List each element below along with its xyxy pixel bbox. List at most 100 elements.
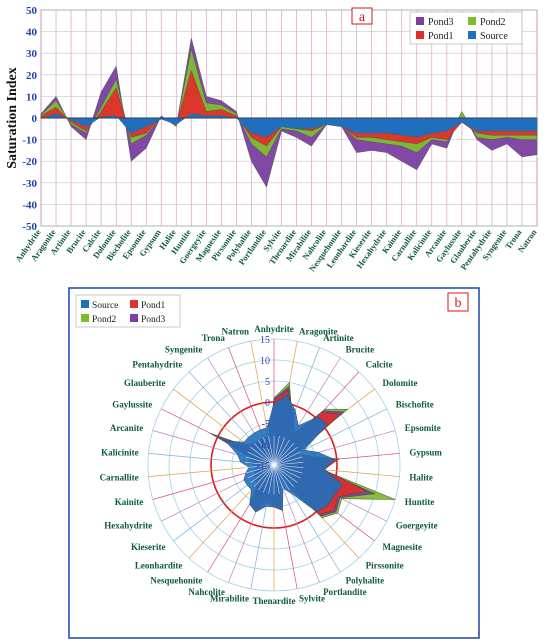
radar-category-label: Kainite [115, 497, 144, 507]
y-tick-label: -10 [22, 135, 37, 147]
radar-inner-spoke [247, 464, 275, 479]
y-tick-label: 0 [32, 113, 38, 125]
radar-inner-spoke [253, 443, 275, 466]
radar-inner-spoke [268, 464, 275, 494]
radar-category-label: Syngenite [165, 344, 203, 354]
legend-box [75, 294, 181, 328]
y-tick-label: 10 [26, 91, 38, 103]
y-tick-label: -30 [22, 178, 37, 190]
legend-swatch-pond3 [130, 314, 138, 322]
panel-label: b [455, 296, 462, 311]
radar-category-label: Magnesite [383, 542, 423, 552]
radar-category-label: Portlandite [323, 587, 367, 597]
area-series-source-band [41, 113, 537, 134]
legend-swatch-pond3 [416, 17, 424, 25]
radar-category-label: Goergeyite [396, 521, 438, 531]
radar-inner-spoke [273, 451, 301, 466]
radar-inner-spoke [273, 464, 298, 483]
legend-label-pond1: Pond1 [141, 301, 166, 311]
radar-category-label: Glauberite [124, 378, 166, 388]
radar-category-label: Calcite [366, 360, 393, 370]
y-tick-label: 50 [26, 5, 38, 17]
radar-category-label: Carnallite [100, 473, 139, 483]
radar-category-label: Leonhardite [135, 561, 183, 571]
radar-inner-spoke [273, 439, 290, 466]
radar-category-label: Aragonite [299, 326, 338, 336]
legend-label-pond3: Pond3 [141, 315, 166, 325]
radar-series-source [224, 394, 344, 513]
radar-chart-svg: 15 10 5 0 -5 -10 -15 Anhydrite AragoniteArtinite… [68, 287, 480, 639]
radar-category-label: Artinite [323, 333, 354, 343]
radar-inner-spoke [263, 437, 275, 466]
panel-label-box [351, 7, 373, 25]
legend-label-source: Source [480, 31, 508, 42]
radar-inner-spoke [273, 464, 280, 494]
radar-inner-spoke [273, 437, 285, 466]
radar-inner-spoke [250, 447, 275, 466]
y-tick-label: -50 [22, 221, 37, 233]
panel-b-radar-chart: 15 10 5 0 -5 -10 -15 Anhydrite Aragonite Artinite… [68, 287, 480, 639]
radar-inner-spoke [268, 436, 275, 466]
panel-label-box [447, 292, 469, 312]
radar-category-label: Thenardite [252, 596, 295, 606]
radar-category-label: Huntite [405, 497, 435, 507]
radar-category-label: Pentahydrite [132, 360, 182, 370]
radar-inner-spoke [258, 439, 275, 466]
radar-category-label: Kalicinite [101, 448, 139, 458]
radial-tick-label: 0 [265, 398, 270, 409]
y-tick-label: -40 [22, 199, 37, 211]
radar-inner-spoke [250, 464, 275, 483]
radar-inner-spoke [273, 464, 290, 491]
y-tick-label: -20 [22, 156, 37, 168]
radar-inner-spoke [273, 456, 303, 466]
legend-label-source: Source [92, 301, 118, 311]
legend-label-pond1: Pond1 [428, 31, 454, 42]
legend-box [409, 11, 523, 45]
radar-category-label: Hexahydrite [104, 521, 152, 531]
legend-swatch-pond1 [416, 31, 424, 39]
radial-tick-label: 5 [265, 377, 270, 388]
radar-inner-spoke [258, 464, 275, 491]
radial-tick-label: 15 [260, 335, 270, 346]
y-tick-label: 30 [26, 48, 38, 60]
radar-category-label: Gypsum [409, 448, 442, 458]
panel-label: a [359, 10, 366, 25]
radar-inner-spoke [245, 464, 275, 474]
radar-category-label: Gaylussite [112, 399, 152, 409]
radar-inner-spoke [263, 464, 275, 493]
radar-inner-spoke [247, 451, 275, 466]
y-tick-label: 40 [26, 27, 38, 39]
legend-swatch-pond2 [81, 314, 89, 322]
radar-category-label: Nahcolite [188, 587, 225, 597]
radar-inner-spoke [273, 464, 285, 493]
radial-tick-label: 10 [260, 356, 270, 367]
radar-category-label: Sylvite [299, 594, 325, 604]
radar-category-label: Pirssonite [366, 561, 404, 571]
legend-label-pond2: Pond2 [92, 315, 117, 325]
panel-a-area-chart: -50 -40 -30 -20 -10 0 10 20 30 40 50 Saturation Ind… [0, 0, 550, 285]
legend-swatch-pond1 [130, 300, 138, 308]
radar-category-label: Brucite [346, 344, 375, 354]
radar-inner-spoke [273, 443, 295, 466]
radar-inner-spoke [273, 436, 280, 466]
radial-tick-label: -5 [262, 419, 270, 430]
radial-tick-label: -10 [257, 440, 270, 451]
radial-tick-label: -15 [257, 461, 270, 472]
radar-category-label: Arcanite [110, 423, 143, 433]
radar-category-label: Nesquehonite [150, 576, 202, 586]
radar-category-label: Bischofite [396, 399, 434, 409]
legend-swatch-source [468, 31, 476, 39]
radar-inner-spoke [244, 461, 275, 466]
radar-inner-spoke [273, 464, 304, 469]
radar-inner-spoke [253, 464, 275, 487]
radar-inner-spoke [273, 464, 295, 487]
radar-category-label: Epsomite [405, 423, 441, 433]
radar-category-label: Halite [409, 473, 433, 483]
legend-swatch-source [81, 300, 89, 308]
radar-category-label: Kieserite [131, 542, 165, 552]
radar-inner-spoke [244, 464, 275, 469]
radar-category-label: Natron [222, 326, 249, 336]
radar-category-label: Anhydrite [254, 324, 294, 334]
radar-inner-spoke [273, 461, 304, 466]
radar-category-label: Dolomite [383, 378, 418, 388]
